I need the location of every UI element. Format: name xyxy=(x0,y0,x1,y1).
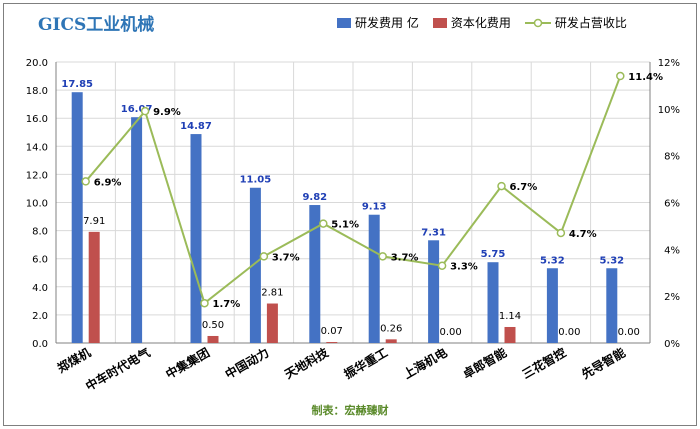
y-tick-label-right: 12% xyxy=(658,58,680,69)
y-tick-label-right: 6% xyxy=(664,199,680,210)
y-tick-label-left: 10.0 xyxy=(26,199,48,210)
data-label-rd-ratio: 1.7% xyxy=(213,299,241,310)
bar-rd-expense xyxy=(71,92,83,344)
chart-title: GICS工业机械 xyxy=(38,15,155,35)
y-tick-label-right: 10% xyxy=(658,105,680,116)
bar-rd-expense xyxy=(131,117,143,344)
x-tick-label: 先导智能 xyxy=(579,345,628,382)
x-tick-label: 天地科技 xyxy=(282,344,332,381)
data-label-rd-expense: 16.07 xyxy=(121,104,153,115)
legend-swatch-capitalized xyxy=(432,17,447,28)
x-tick-label: 卓郎智能 xyxy=(460,345,509,382)
y-tick-label-left: 12.0 xyxy=(26,170,48,181)
bar-rd-expense xyxy=(606,268,618,343)
y-tick-label-left: 0.0 xyxy=(32,339,48,350)
legend-line-marker xyxy=(524,18,551,27)
line-rd-ratio xyxy=(84,75,622,305)
data-label-rd-expense: 9.82 xyxy=(302,192,327,203)
data-label-rd-expense: 5.75 xyxy=(481,249,506,260)
footer-credit: 制表：宏赫臻财 xyxy=(311,404,389,417)
data-label-rd-ratio: 3.3% xyxy=(450,262,478,273)
bar-capitalized xyxy=(326,342,338,343)
y-tick-label-right: 8% xyxy=(664,152,680,163)
y-tick-label-right: 4% xyxy=(664,245,680,256)
legend-label-capitalized: 资本化费用 xyxy=(450,16,511,30)
data-label-rd-ratio: 11.4% xyxy=(628,72,663,83)
data-label-rd-ratio: 4.7% xyxy=(569,229,597,240)
data-label-rd-expense: 5.32 xyxy=(599,255,624,266)
data-label-rd-expense: 17.85 xyxy=(61,79,93,90)
bar-capitalized xyxy=(88,231,100,343)
x-tick-label: 中集集团 xyxy=(163,345,212,382)
point-rd-ratio xyxy=(497,181,506,191)
x-tick-label: 中国动力 xyxy=(222,345,271,382)
y-tick-label-left: 6.0 xyxy=(32,255,48,266)
x-tick-label: 三花智控 xyxy=(519,345,568,382)
point-rd-ratio xyxy=(378,252,387,261)
data-label-capitalized: 7.91 xyxy=(83,216,105,227)
point-rd-ratio xyxy=(319,219,328,228)
data-label-capitalized: 2.81 xyxy=(261,288,283,299)
point-rd-ratio xyxy=(556,228,566,238)
point-rd-ratio xyxy=(259,252,269,261)
point-rd-ratio xyxy=(437,261,447,270)
y-tick-label-right: 0% xyxy=(664,339,680,350)
data-label-rd-ratio: 3.7% xyxy=(391,252,419,263)
data-label-capitalized: 1.14 xyxy=(499,311,521,322)
legend-label-rd-ratio: 研发占营收比 xyxy=(554,16,627,30)
y-tick-label-left: 8.0 xyxy=(32,227,48,238)
bar-capitalized xyxy=(207,335,219,343)
bar-capitalized xyxy=(266,303,278,343)
bar-rd-expense xyxy=(368,214,380,343)
data-label-rd-ratio: 3.7% xyxy=(272,252,300,263)
bar-rd-expense xyxy=(190,134,202,343)
data-label-rd-ratio: 9.9% xyxy=(153,107,181,118)
point-rd-ratio xyxy=(140,106,150,116)
legend-item-rd-expense: 研发费用 亿 xyxy=(337,14,419,31)
legend-swatch-rd-expense xyxy=(337,17,351,28)
x-tick-label: 郑煤机 xyxy=(55,345,94,376)
y-tick-label-left: 20.0 xyxy=(26,58,48,69)
bar-capitalized xyxy=(385,339,397,343)
data-label-capitalized: 0.50 xyxy=(202,320,224,331)
chart-frame xyxy=(3,3,697,426)
bar-rd-expense xyxy=(309,205,321,343)
data-label-capitalized: 0.00 xyxy=(558,327,580,338)
data-label-capitalized: 0.26 xyxy=(380,323,402,334)
data-label-capitalized: 0.00 xyxy=(618,327,640,338)
data-label-rd-expense: 14.87 xyxy=(180,121,212,132)
bar-rd-expense xyxy=(428,240,440,343)
bar-rd-expense xyxy=(249,187,261,343)
legend-item-rd-ratio: 研发占营收比 xyxy=(524,14,627,31)
data-label-rd-ratio: 6.9% xyxy=(94,177,122,188)
y-tick-label-left: 2.0 xyxy=(32,311,48,322)
legend: 研发费用 亿 资本化费用 研发占营收比 xyxy=(337,14,641,31)
data-label-rd-expense: 11.05 xyxy=(240,175,272,186)
point-rd-ratio xyxy=(81,177,90,186)
y-tick-label-left: 18.0 xyxy=(26,86,48,97)
y-tick-label-left: 16.0 xyxy=(26,114,48,125)
data-label-rd-ratio: 5.1% xyxy=(331,220,359,231)
point-rd-ratio xyxy=(616,71,625,81)
bar-rd-expense xyxy=(546,268,558,343)
y-tick-label-left: 4.0 xyxy=(32,283,48,294)
x-tick-label: 振华重工 xyxy=(341,345,390,382)
point-rd-ratio xyxy=(200,298,209,308)
legend-label-rd-expense: 研发费用 亿 xyxy=(355,16,419,30)
bar-capitalized xyxy=(504,326,516,343)
data-label-rd-ratio: 6.7% xyxy=(510,182,538,193)
legend-item-capitalized: 资本化费用 xyxy=(432,14,511,31)
data-label-capitalized: 0.07 xyxy=(321,326,343,337)
data-label-rd-expense: 7.31 xyxy=(421,227,446,238)
x-tick-label: 上海机电 xyxy=(401,345,450,382)
x-tick-label: 中车时代电气 xyxy=(83,345,153,394)
data-label-capitalized: 0.00 xyxy=(439,327,461,338)
data-label-rd-expense: 9.13 xyxy=(362,202,387,213)
bar-rd-expense xyxy=(487,262,499,343)
y-tick-label-right: 2% xyxy=(664,292,680,303)
y-tick-label-left: 14.0 xyxy=(26,142,48,153)
data-label-rd-expense: 5.32 xyxy=(540,255,565,266)
